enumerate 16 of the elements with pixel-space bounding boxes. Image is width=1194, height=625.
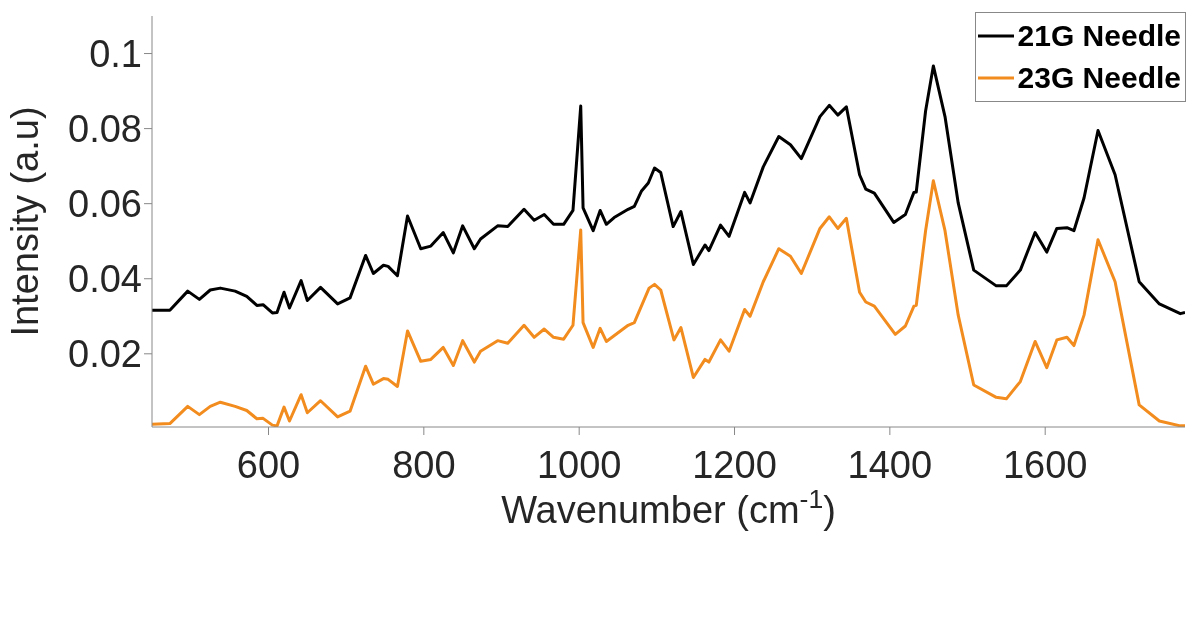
x-tick-label: 800	[392, 443, 456, 486]
legend-label: 23G Needle	[1017, 60, 1181, 96]
line-series	[152, 64, 1185, 316]
x-axis-title: Wavenumber (cm$^{-1}$)	[501, 484, 836, 531]
x-tick-label: 1000	[536, 443, 622, 486]
y-tick-label: 0.06	[68, 183, 142, 226]
y-tick-label: 0.08	[68, 108, 142, 151]
x-tick-label: 1200	[692, 443, 777, 486]
x-tick-label: 1600	[1002, 443, 1088, 486]
y-tick-label: 0.1	[89, 33, 142, 76]
y-tick-label: 0.02	[68, 333, 142, 376]
x-tick-label: 600	[236, 443, 301, 486]
x-tick-label: 1400	[847, 443, 933, 486]
y-tick-label: 0.04	[68, 258, 142, 301]
y-axis-title: Intensity (a.u)	[4, 106, 46, 337]
legend-label: 21G Needle	[1017, 18, 1181, 54]
